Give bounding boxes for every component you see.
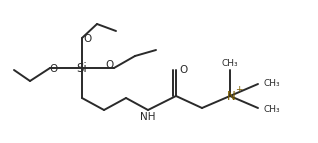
Text: O: O xyxy=(106,60,114,70)
Text: CH₃: CH₃ xyxy=(264,105,280,114)
Text: O: O xyxy=(83,34,91,44)
Text: CH₃: CH₃ xyxy=(222,59,238,68)
Text: O: O xyxy=(180,65,188,75)
Text: +: + xyxy=(235,85,243,94)
Text: N: N xyxy=(227,90,235,103)
Text: NH: NH xyxy=(140,112,156,122)
Text: CH₃: CH₃ xyxy=(264,79,280,88)
Text: Si: Si xyxy=(77,61,87,75)
Text: O: O xyxy=(50,64,58,74)
